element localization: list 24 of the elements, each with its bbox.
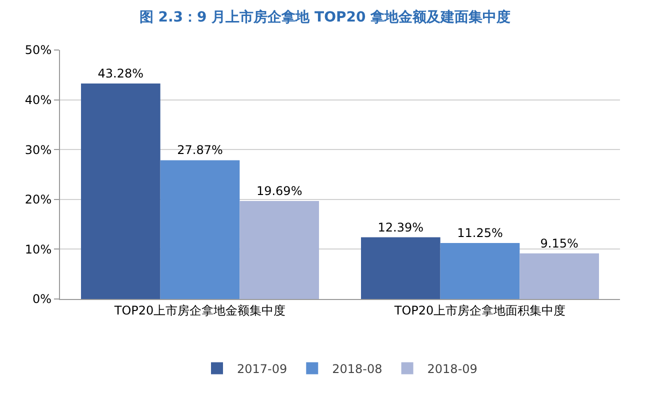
y-tick-label: 40% [24,93,52,107]
data-label: 12.39% [378,220,424,234]
y-tick-label: 0% [32,292,52,306]
bar [240,200,319,299]
legend-label: 2018-08 [332,362,382,376]
legend-label: 2017-09 [237,362,288,376]
data-label: 9.15% [540,236,578,250]
y-tick-label: 50% [24,43,52,58]
bar [81,83,160,299]
bar [440,242,520,299]
data-label: 19.69% [256,184,302,198]
data-label: 11.25% [457,226,503,240]
x-tick-label: TOP20上市房企拿地金额集中度 [113,303,286,318]
y-tick-label: 30% [24,142,52,157]
data-label: 43.28% [98,66,144,80]
data-label: 27.87% [177,143,223,158]
y-tick-label: 10% [24,242,52,256]
x-tick-label: TOP20上市房企拿地面积集中度 [393,303,566,318]
bar [520,253,599,299]
bar [361,237,440,299]
bar [160,160,240,299]
legend-label: 2018-09 [427,362,478,376]
chart-title: 图 2.3：9 月上市房企拿地 TOP20 拿地金额及建面集中度 [139,8,511,26]
y-tick-label: 20% [24,192,52,207]
